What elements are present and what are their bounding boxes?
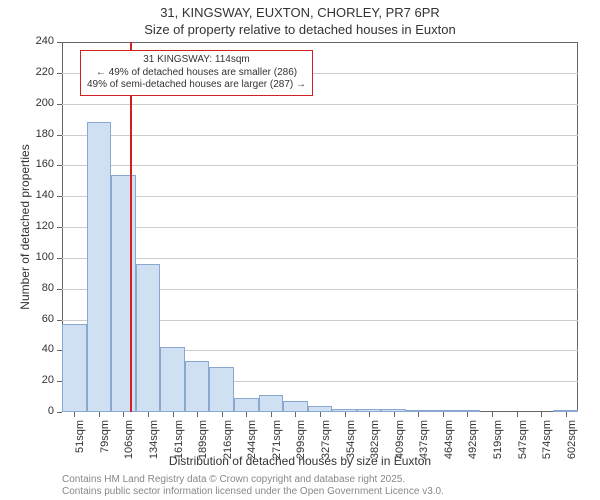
ytick-label: 100 xyxy=(24,251,54,263)
xtick-mark xyxy=(566,412,567,417)
ytick-label: 40 xyxy=(24,343,54,355)
xtick-label: 409sqm xyxy=(394,420,406,470)
footer-line2: Contains public sector information licen… xyxy=(62,486,444,497)
xtick-label: 244sqm xyxy=(246,420,258,470)
ytick-label: 140 xyxy=(24,189,54,201)
ytick-label: 220 xyxy=(24,66,54,78)
ytick-mark xyxy=(57,412,62,413)
footer-line1: Contains HM Land Registry data © Crown c… xyxy=(62,474,405,485)
xtick-label: 437sqm xyxy=(418,420,430,470)
xtick-mark xyxy=(320,412,321,417)
xtick-label: 216sqm xyxy=(222,420,234,470)
xtick-label: 79sqm xyxy=(99,420,111,470)
xtick-mark xyxy=(148,412,149,417)
histogram-bar xyxy=(283,401,308,412)
ytick-label: 240 xyxy=(24,35,54,47)
xtick-mark xyxy=(271,412,272,417)
histogram-bar xyxy=(160,347,185,412)
ytick-label: 180 xyxy=(24,128,54,140)
histogram-bar xyxy=(234,398,259,412)
xtick-label: 464sqm xyxy=(443,420,455,470)
xtick-mark xyxy=(123,412,124,417)
ytick-mark xyxy=(57,258,62,259)
gridline-h xyxy=(62,258,578,259)
xtick-mark xyxy=(443,412,444,417)
ytick-label: 120 xyxy=(24,220,54,232)
marker-line xyxy=(130,42,132,412)
histogram-bar xyxy=(209,367,234,412)
xtick-mark xyxy=(517,412,518,417)
xtick-label: 299sqm xyxy=(295,420,307,470)
gridline-h xyxy=(62,227,578,228)
gridline-h xyxy=(62,104,578,105)
ytick-label: 60 xyxy=(24,313,54,325)
xtick-mark xyxy=(418,412,419,417)
xtick-mark xyxy=(467,412,468,417)
xtick-label: 161sqm xyxy=(173,420,185,470)
title-line1: 31, KINGSWAY, EUXTON, CHORLEY, PR7 6PR xyxy=(0,5,600,20)
ytick-label: 160 xyxy=(24,158,54,170)
xtick-label: 602sqm xyxy=(566,420,578,470)
ytick-mark xyxy=(57,42,62,43)
xtick-label: 492sqm xyxy=(467,420,479,470)
ytick-mark xyxy=(57,73,62,74)
xtick-mark xyxy=(74,412,75,417)
ytick-label: 200 xyxy=(24,97,54,109)
histogram-bar xyxy=(185,361,210,412)
xtick-label: 51sqm xyxy=(74,420,86,470)
xtick-mark xyxy=(173,412,174,417)
histogram-bar xyxy=(259,395,284,412)
xtick-mark xyxy=(295,412,296,417)
xtick-label: 519sqm xyxy=(492,420,504,470)
title-line2: Size of property relative to detached ho… xyxy=(0,22,600,37)
xtick-mark xyxy=(197,412,198,417)
ytick-label: 20 xyxy=(24,374,54,386)
histogram-bar xyxy=(87,122,112,412)
xtick-mark xyxy=(394,412,395,417)
xtick-label: 547sqm xyxy=(517,420,529,470)
xtick-label: 189sqm xyxy=(197,420,209,470)
xtick-label: 134sqm xyxy=(148,420,160,470)
ytick-mark xyxy=(57,196,62,197)
xtick-label: 382sqm xyxy=(369,420,381,470)
ytick-mark xyxy=(57,289,62,290)
xtick-label: 271sqm xyxy=(271,420,283,470)
xtick-mark xyxy=(222,412,223,417)
histogram-bar xyxy=(62,324,87,412)
xtick-mark xyxy=(541,412,542,417)
xtick-label: 106sqm xyxy=(123,420,135,470)
annotation-box: 31 KINGSWAY: 114sqm ← 49% of detached hou… xyxy=(80,50,313,96)
ytick-mark xyxy=(57,320,62,321)
xtick-mark xyxy=(246,412,247,417)
xtick-mark xyxy=(369,412,370,417)
ytick-mark xyxy=(57,227,62,228)
xtick-mark xyxy=(345,412,346,417)
histogram-bar xyxy=(136,264,161,412)
xtick-label: 354sqm xyxy=(345,420,357,470)
anno-line2: ← 49% of detached houses are smaller (28… xyxy=(96,67,297,78)
ytick-mark xyxy=(57,135,62,136)
ytick-label: 0 xyxy=(24,405,54,417)
ytick-mark xyxy=(57,104,62,105)
gridline-h xyxy=(62,165,578,166)
anno-line3: 49% of semi-detached houses are larger (… xyxy=(87,79,306,90)
xtick-mark xyxy=(492,412,493,417)
anno-line1: 31 KINGSWAY: 114sqm xyxy=(143,54,250,65)
ytick-label: 80 xyxy=(24,282,54,294)
xtick-label: 574sqm xyxy=(541,420,553,470)
xtick-mark xyxy=(99,412,100,417)
gridline-h xyxy=(62,196,578,197)
ytick-mark xyxy=(57,165,62,166)
xtick-label: 327sqm xyxy=(320,420,332,470)
gridline-h xyxy=(62,135,578,136)
